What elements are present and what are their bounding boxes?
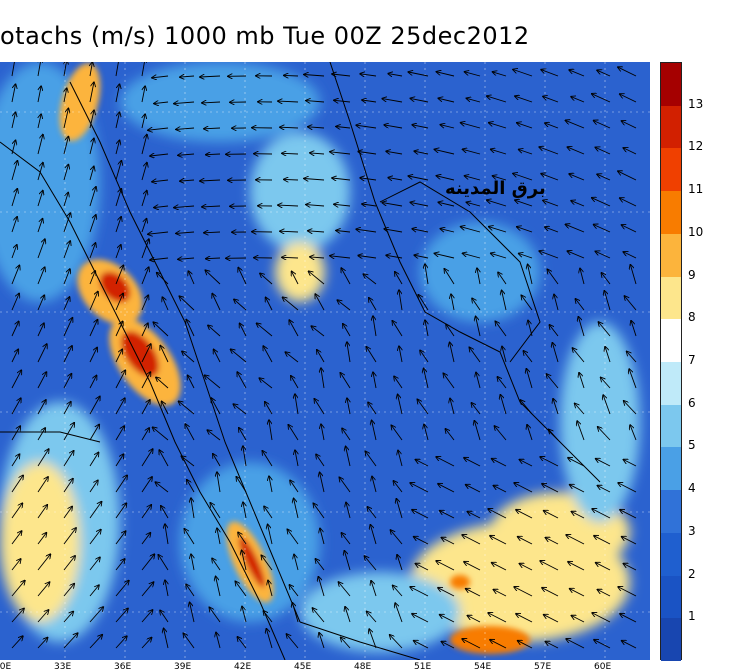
wind-speed-map <box>0 62 650 660</box>
color-scale-segment <box>661 63 681 106</box>
color-scale-segment <box>661 576 681 619</box>
color-scale-segment <box>661 191 681 234</box>
color-scale-segment <box>661 234 681 277</box>
color-scale-segment <box>661 405 681 448</box>
color-scale-segment <box>661 362 681 405</box>
color-scale-label: 13 <box>688 97 703 111</box>
color-scale-label: 4 <box>688 481 696 495</box>
color-scale-label: 1 <box>688 609 696 623</box>
watermark-text: برق المدينه <box>445 178 546 199</box>
wind-arrow <box>284 75 298 76</box>
wind-arrow <box>284 179 298 180</box>
color-scale-segment <box>661 533 681 576</box>
color-scale-label: 10 <box>688 225 703 239</box>
color-scale-bar <box>660 62 682 660</box>
color-scale-label: 11 <box>688 182 703 196</box>
color-scale-label: 2 <box>688 567 696 581</box>
color-scale-segment <box>661 490 681 533</box>
color-scale-label: 7 <box>688 353 696 367</box>
color-scale-label: 12 <box>688 139 703 153</box>
color-scale-label: 5 <box>688 438 696 452</box>
color-scale-segment <box>661 447 681 490</box>
color-scale-label: 3 <box>688 524 696 538</box>
color-scale-segment <box>661 319 681 362</box>
color-scale-segment <box>661 148 681 191</box>
map-title: otachs (m/s) 1000 mb Tue 00Z 25dec2012 <box>0 22 530 50</box>
color-scale-segment <box>661 106 681 149</box>
color-scale-segment <box>661 618 681 661</box>
color-scale-label: 8 <box>688 310 696 324</box>
color-scale-label: 9 <box>688 268 696 282</box>
color-scale-label: 6 <box>688 396 696 410</box>
color-scale-segment <box>661 277 681 320</box>
